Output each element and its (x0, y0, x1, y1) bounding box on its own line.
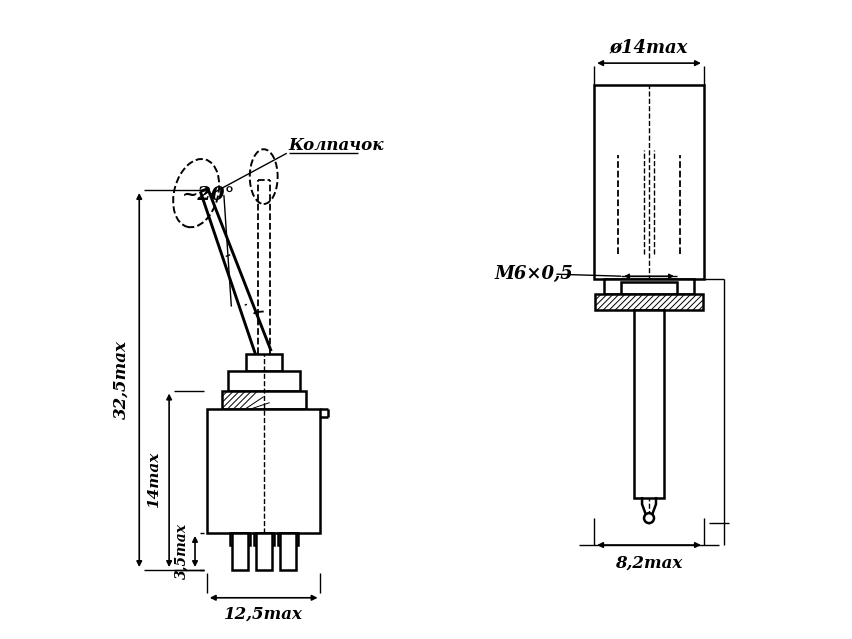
Bar (634, 310, 664, 498)
Bar (594, 85, 704, 279)
Text: 32,5max: 32,5max (112, 341, 130, 419)
Text: 12,5max: 12,5max (224, 605, 303, 622)
Bar (232, 533, 248, 570)
Bar (207, 408, 320, 533)
Text: 14max: 14max (147, 452, 161, 509)
Bar (245, 354, 282, 371)
Bar (256, 533, 272, 570)
Bar (254, 533, 273, 545)
Text: 3,5max: 3,5max (174, 523, 188, 580)
Text: 8,2max: 8,2max (615, 555, 682, 571)
Bar (596, 294, 703, 310)
Bar (278, 533, 297, 545)
Bar (279, 533, 296, 570)
Text: Колпачок: Колпачок (289, 137, 384, 154)
Bar (222, 390, 306, 408)
Bar (230, 533, 250, 545)
Bar (604, 279, 694, 294)
Text: M6×0,5: M6×0,5 (495, 265, 573, 283)
Circle shape (644, 513, 654, 523)
Text: ~20°: ~20° (182, 186, 236, 204)
Bar (227, 371, 300, 390)
Text: ø14max: ø14max (610, 38, 688, 56)
Bar (621, 282, 676, 294)
